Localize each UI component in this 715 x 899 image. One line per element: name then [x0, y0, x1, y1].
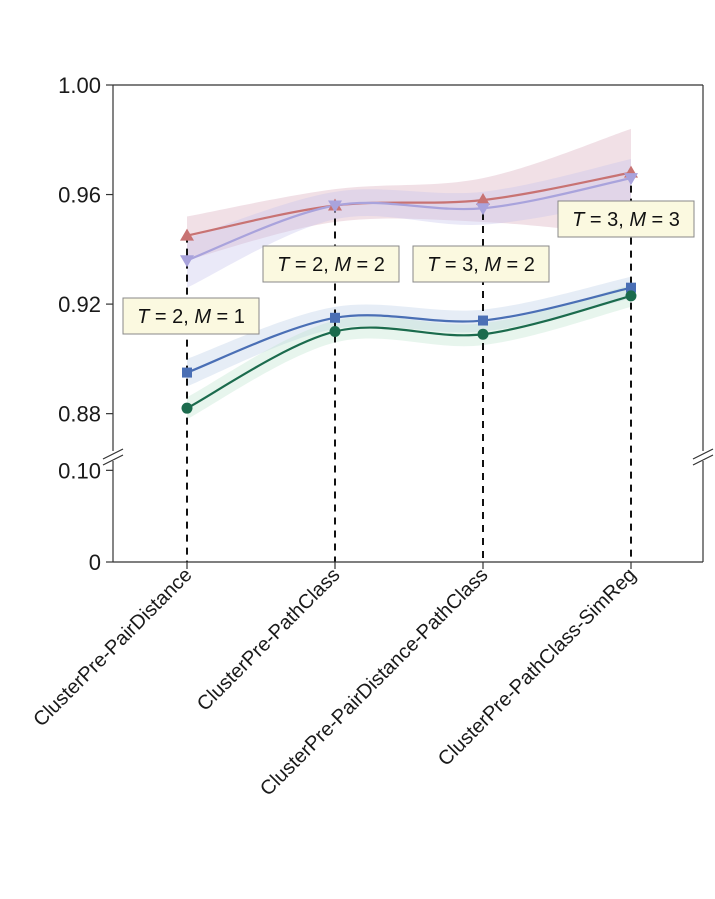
- data-point: [181, 402, 193, 414]
- axis-break-mark: [692, 448, 714, 460]
- series-line: [186, 286, 632, 374]
- data-point: [477, 328, 489, 340]
- data-point: [328, 200, 342, 213]
- data-point: [330, 312, 340, 323]
- confidence-bands: [187, 128, 631, 420]
- axis-break-mark: [692, 454, 714, 466]
- annotation-label: T = 2, M = 2: [277, 254, 385, 276]
- plot-frame: [102, 84, 714, 563]
- annotation-box: T = 3, M = 3: [557, 200, 695, 238]
- y-tick-label: 1.00: [58, 73, 101, 98]
- annotation-box: T = 2, M = 2: [262, 245, 400, 283]
- annotation-background: [262, 245, 400, 283]
- y-tick-label: 0.92: [58, 292, 101, 317]
- data-point: [476, 193, 490, 206]
- confidence-band: [187, 128, 631, 261]
- annotation-label: T = 3, M = 2: [427, 254, 535, 276]
- annotation-background: [412, 245, 550, 283]
- data-point: [624, 173, 638, 186]
- confidence-band: [187, 284, 631, 420]
- x-axis-ticks: ClusterPre-PairDistanceClusterPre-PathCl…: [29, 562, 641, 800]
- confidence-band: [187, 276, 631, 387]
- annotation-label: T = 2, M = 1: [137, 306, 245, 328]
- data-point: [180, 255, 194, 268]
- annotation-background: [557, 200, 695, 238]
- data-point: [476, 203, 490, 216]
- confidence-band: [187, 158, 631, 288]
- data-point: [329, 325, 341, 337]
- y-tick-label: 0.10: [58, 458, 101, 483]
- annotation-label: T = 3, M = 3: [572, 209, 680, 231]
- x-tick-label: ClusterPre-PairDistance-PathClass: [256, 564, 492, 800]
- x-tick-label: ClusterPre-PairDistance: [29, 564, 196, 731]
- x-tick-label: ClusterPre-PathClass: [193, 564, 345, 716]
- y-tick-label: 0.96: [58, 183, 101, 208]
- annotation-box: T = 2, M = 1: [122, 297, 260, 335]
- series-line: [186, 171, 632, 237]
- y-tick-label: 0: [89, 550, 101, 575]
- data-point: [625, 290, 637, 302]
- annotation-box: T = 3, M = 2: [412, 245, 550, 283]
- series-line: [186, 294, 632, 410]
- data-point: [478, 315, 488, 326]
- series-markers: [180, 165, 638, 414]
- y-tick-label: 0.88: [58, 402, 101, 427]
- annotations: T = 2, M = 1 T = 2, M = 2 T = 3, M = 2 T = …: [122, 200, 695, 335]
- y-axis-ticks: 0.88 0.92 0.96 1.00 0 0.10: [58, 73, 113, 575]
- data-point: [180, 228, 194, 241]
- axis-break-mark: [102, 454, 124, 466]
- axis-break-mark: [102, 448, 124, 460]
- annotation-background: [122, 297, 260, 335]
- data-point: [182, 367, 192, 378]
- series-lines: [186, 171, 632, 410]
- data-point: [626, 282, 636, 293]
- annotation-connectors: [186, 172, 632, 562]
- series-line: [186, 177, 632, 262]
